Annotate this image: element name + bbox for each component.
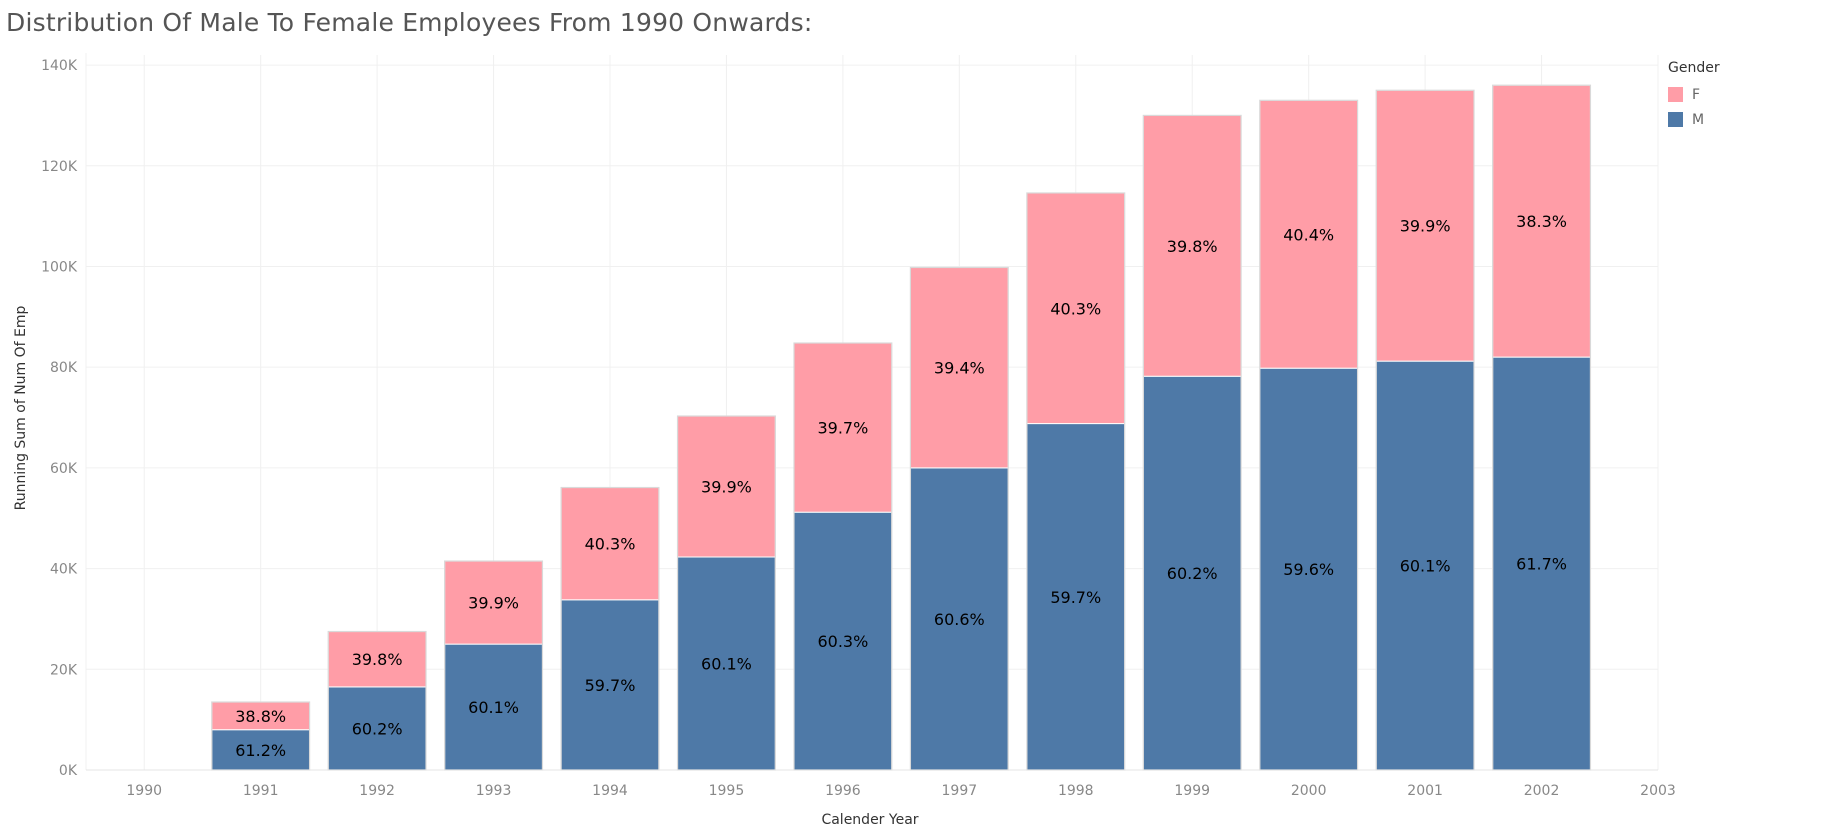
bar-label-f-2001: 39.9% [1400,217,1451,236]
bar-label-m-1993: 60.1% [468,698,519,717]
bar-f-1992[interactable] [327,631,427,688]
bar-label-f-1993: 39.9% [468,594,519,613]
x-tick-label: 1996 [825,783,861,799]
legend-item-f[interactable]: F [1668,82,1720,107]
bar-label-m-2002: 61.7% [1516,555,1567,574]
bar-m-1996[interactable] [793,511,893,771]
x-tick-label: 1997 [942,783,978,799]
bar-label-m-1995: 60.1% [701,655,752,674]
bar-label-f-1995: 39.9% [701,478,752,497]
bar-label-m-2000: 59.6% [1283,560,1334,579]
y-tick-label: 140K [41,58,78,74]
bar-label-f-1996: 39.7% [817,419,868,438]
bar-labels: 61.2% 38.8% 60.2% 39.8% 60.1% 39.9% 59.7% 40.3%… [235,212,1567,760]
bar-m-1999[interactable] [1142,375,1242,771]
bar-label-f-1991: 38.8% [235,707,286,726]
bar-label-f-1997: 39.4% [934,359,985,378]
bar-m-2002[interactable] [1492,356,1591,771]
bar-label-m-1998: 59.7% [1050,588,1101,607]
x-tick-label: 2001 [1407,783,1443,799]
bar-label-f-2002: 38.3% [1516,212,1567,231]
y-axis-title: Running Sum of Num Of Emp [13,305,29,510]
bar-label-f-1992: 39.8% [352,650,403,669]
bar-label-m-1994: 59.7% [585,676,636,695]
bar-f-1995[interactable] [677,415,776,558]
x-tick-label: 1991 [243,783,279,799]
legend: Gender F M [1668,60,1720,132]
x-tick-label: 1999 [1174,783,1210,799]
bar-f-1998[interactable] [1026,192,1126,425]
x-tick-label: 1990 [126,783,162,799]
bar-f-2001[interactable] [1375,89,1475,362]
bar-m-1992[interactable] [327,686,427,771]
bars [211,84,1592,771]
x-tick-label: 2003 [1640,783,1676,799]
bar-label-f-2000: 40.4% [1283,225,1334,244]
x-tick-label: 1994 [592,783,628,799]
bar-m-1997[interactable] [909,467,1009,771]
x-tick-label: 2002 [1524,783,1560,799]
bar-label-m-1996: 60.3% [817,632,868,651]
y-tick-label: 100K [41,259,78,275]
x-tick-label: 1995 [709,783,745,799]
legend-title: Gender [1668,60,1720,76]
x-axis-title: Calender Year [821,812,918,828]
y-tick-label: 80K [50,360,78,376]
legend-swatch-f [1668,87,1683,102]
bar-label-m-1997: 60.6% [934,610,985,629]
bar-f-1997[interactable] [909,266,1009,469]
legend-label-f: F [1692,86,1701,103]
bar-label-f-1994: 40.3% [585,535,636,554]
y-tick-label: 120K [41,159,78,175]
y-tick-label: 40K [50,562,78,578]
bar-label-m-2001: 60.1% [1400,557,1451,576]
chart-title: Distribution Of Male To Female Employees… [6,8,813,37]
bar-m-1993[interactable] [444,643,543,771]
legend-label-m: M [1692,111,1705,128]
y-tick-label: 0K [59,763,78,779]
bar-label-m-1999: 60.2% [1167,564,1218,583]
x-tick-label: 2000 [1291,783,1327,799]
bar-label-f-1999: 39.8% [1167,237,1218,256]
bar-label-m-1991: 61.2% [235,741,286,760]
y-tick-label: 60K [50,461,78,477]
bar-label-m-1992: 60.2% [352,719,403,738]
legend-item-m[interactable]: M [1668,107,1720,132]
bar-f-1999[interactable] [1142,114,1242,377]
axes: 0K 20K 40K 60K 80K 100K 120K 140K 1990 1991 1992 19… [41,58,1676,799]
legend-swatch-m [1668,112,1683,127]
x-tick-label: 1998 [1058,783,1094,799]
bar-f-1994[interactable] [560,487,660,601]
bar-m-1998[interactable] [1026,423,1126,771]
bar-f-1993[interactable] [444,560,543,645]
bar-label-f-1998: 40.3% [1050,299,1101,318]
x-tick-label: 1992 [359,783,395,799]
x-tick-label: 1993 [476,783,512,799]
y-tick-label: 20K [50,662,78,678]
